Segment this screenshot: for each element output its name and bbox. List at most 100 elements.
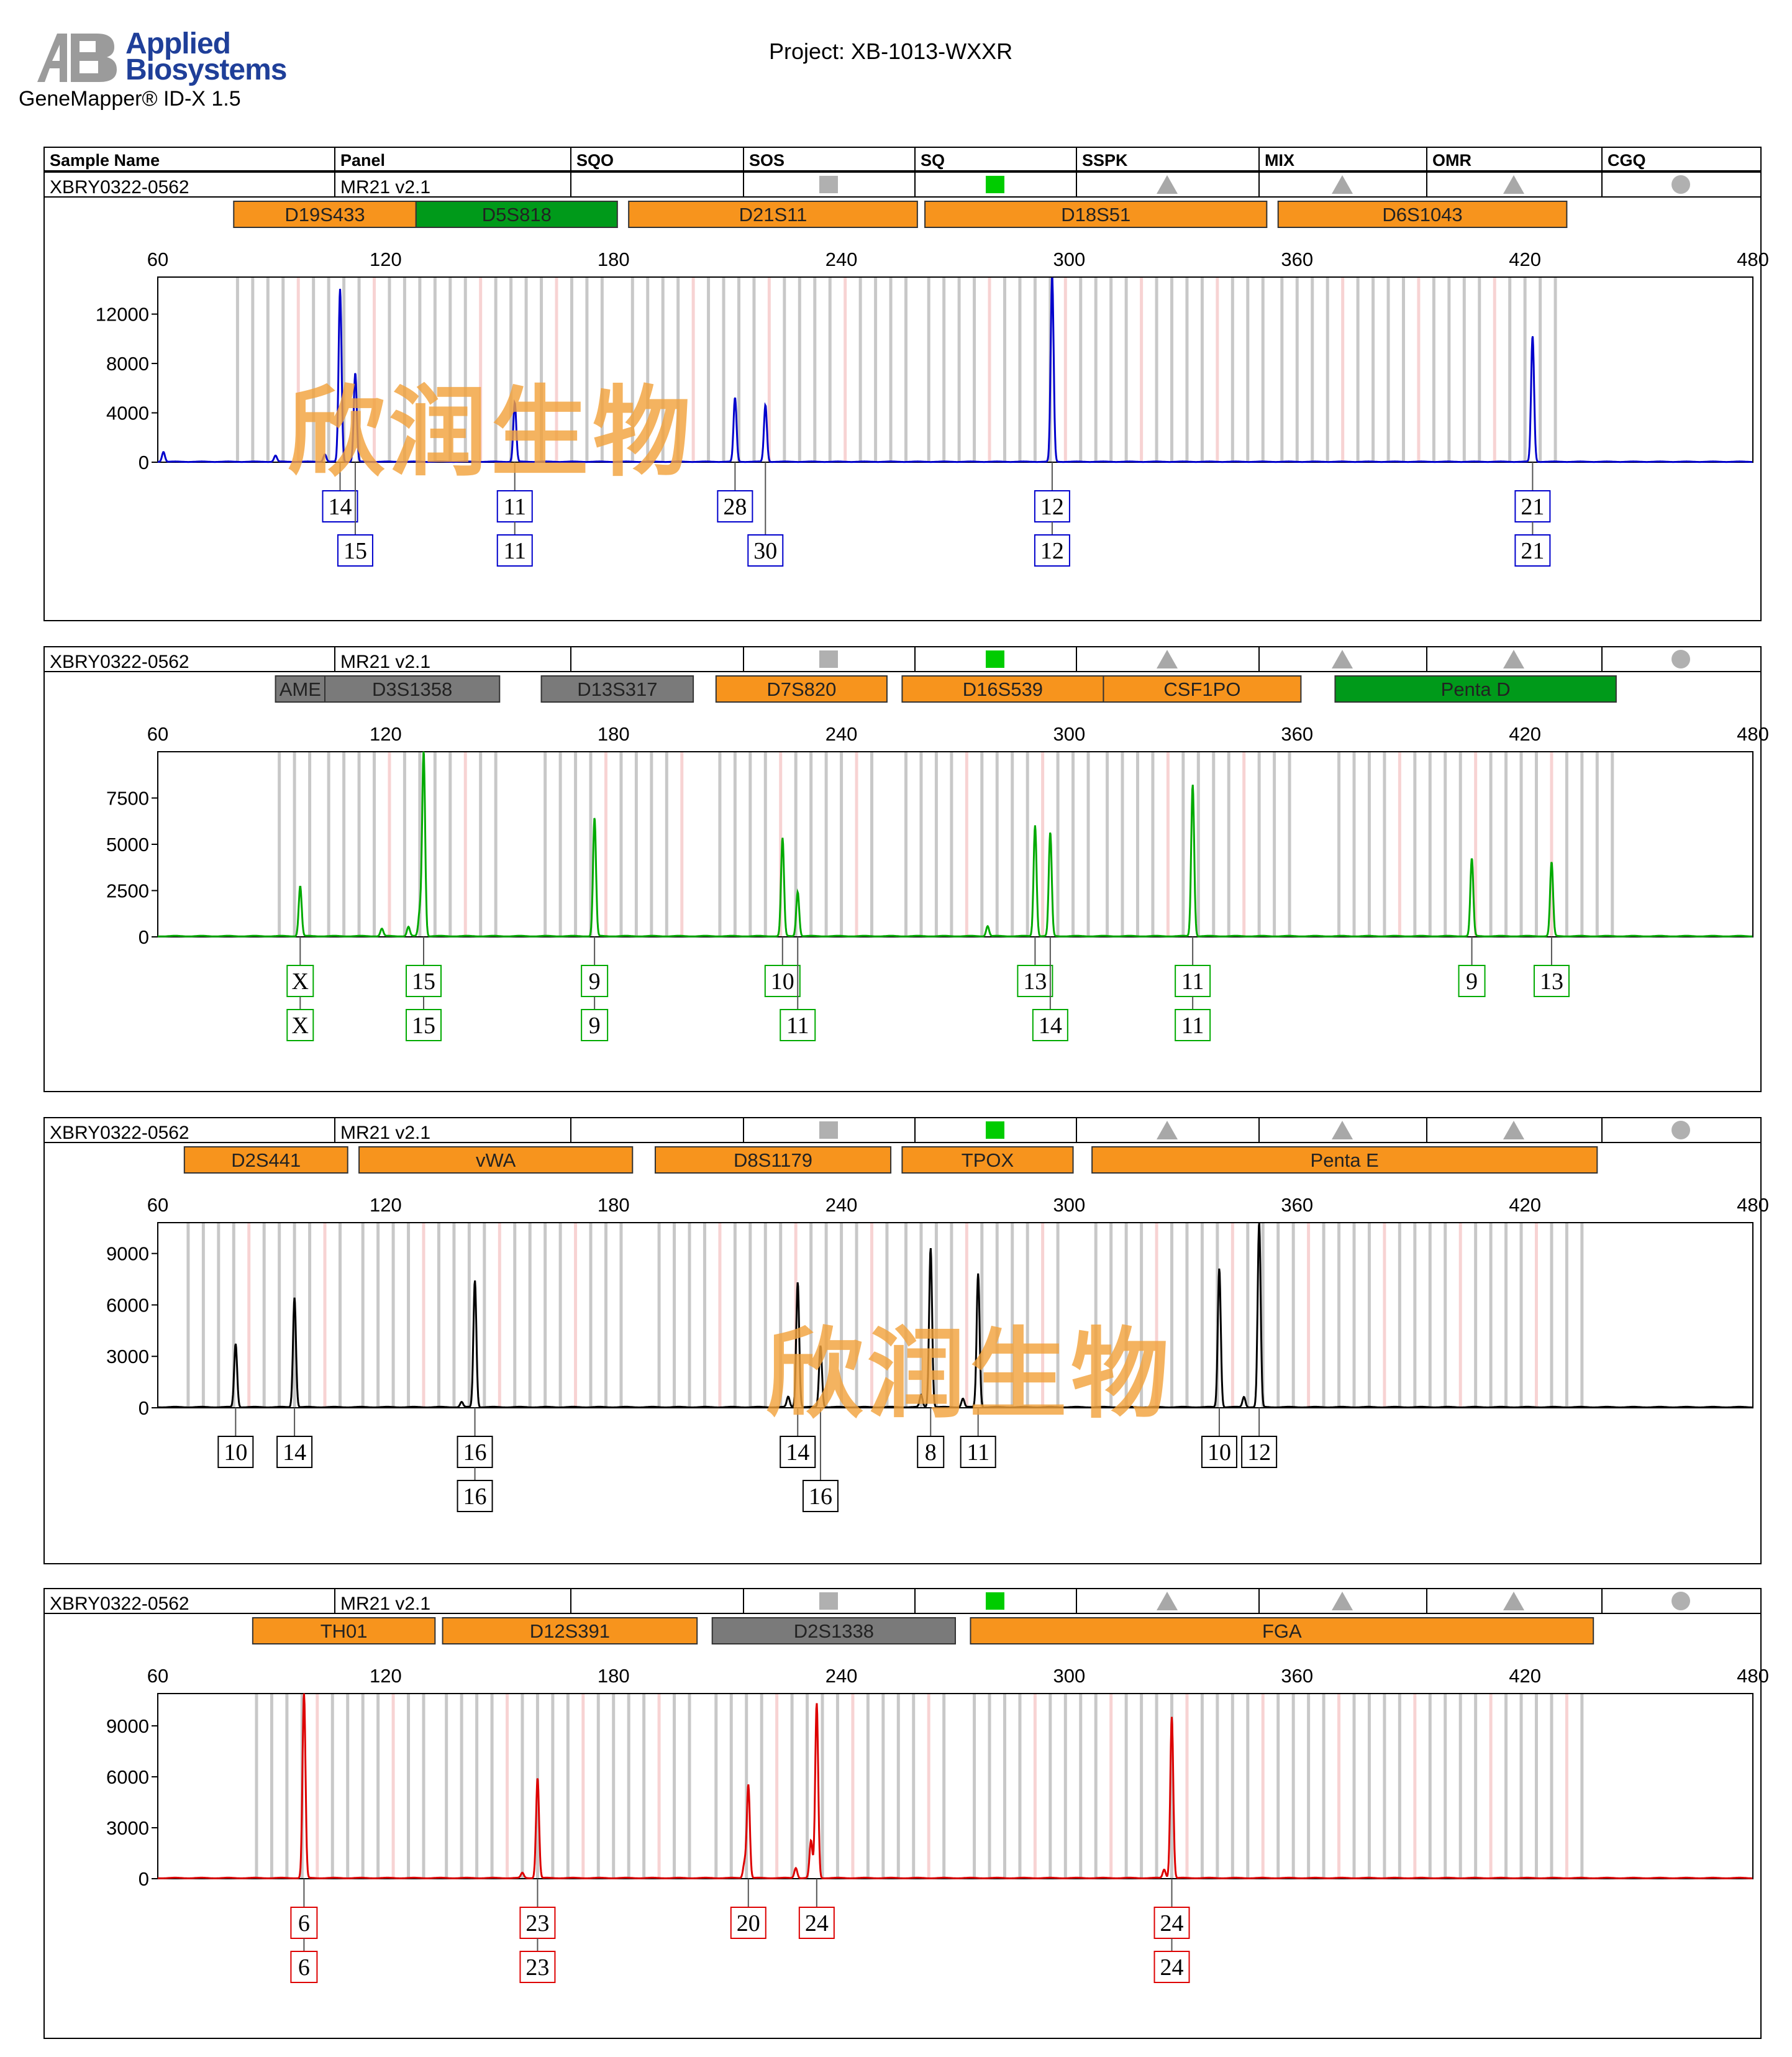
allele-call[interactable]: 11 xyxy=(960,1408,996,1468)
x-tick-label: 480 xyxy=(1737,1194,1769,1216)
locus-label[interactable]: D5S818 xyxy=(415,201,618,228)
y-tick-label: 6000 xyxy=(106,1766,149,1788)
locus-label[interactable]: TPOX xyxy=(901,1146,1074,1174)
locus-label[interactable]: Penta D xyxy=(1334,675,1617,703)
allele-bins xyxy=(186,1223,1584,1408)
allele-call[interactable]: 14 xyxy=(276,1408,313,1468)
allele-call-label: 13 xyxy=(1023,969,1047,995)
y-tick-label: 12000 xyxy=(96,304,149,326)
sample-row[interactable]: XBRY0322-0562 MR21 v2.1 xyxy=(45,647,1760,672)
y-tick-label: 5000 xyxy=(106,834,149,855)
flag-cell-sq xyxy=(914,173,1076,196)
x-tick-label: 180 xyxy=(598,723,630,745)
x-tick-label: 480 xyxy=(1737,249,1769,270)
allele-call[interactable]: 99 xyxy=(581,937,609,1041)
allele-call[interactable]: 11 11 xyxy=(1175,937,1211,1041)
allele-call-label: 15 xyxy=(412,1013,435,1039)
allele-call-label: 12 xyxy=(1040,494,1064,520)
locus-label[interactable]: D19S433 xyxy=(233,201,417,228)
peak-point xyxy=(765,405,766,406)
svg-text:Penta E: Penta E xyxy=(1311,1149,1379,1171)
electropherogram-panel-green: XBRY0322-0562 MR21 v2.1 AME D3S1358 D13S317 D… xyxy=(43,646,1769,1092)
y-tick-label: 0 xyxy=(139,1868,149,1890)
y-tick-label: 9000 xyxy=(106,1243,149,1265)
locus-label[interactable]: vWA xyxy=(358,1146,634,1174)
allele-call[interactable]: 11 11 xyxy=(496,462,533,567)
allele-call[interactable]: 9 xyxy=(1458,937,1486,997)
flag-cell-sspk xyxy=(1076,647,1258,671)
allele-call[interactable]: 24 24 xyxy=(1153,1879,1190,1983)
allele-call[interactable]: 13 xyxy=(1533,937,1570,997)
x-tick-label: 60 xyxy=(147,1665,168,1687)
sample-row[interactable]: XBRY0322-0562 MR21 v2.1 xyxy=(45,1118,1760,1143)
allele-call-label: X xyxy=(292,969,309,995)
svg-text:D19S433: D19S433 xyxy=(284,204,365,226)
allele-call[interactable]: XX xyxy=(286,937,314,1041)
allele-call[interactable]: 12 xyxy=(1241,1408,1278,1468)
allele-call-label: 9 xyxy=(589,969,601,995)
flag-cell-cgq xyxy=(1601,647,1760,671)
x-tick-label: 300 xyxy=(1053,249,1086,270)
locus-label[interactable]: D3S1358 xyxy=(324,675,501,703)
locus-label[interactable]: CSF1PO xyxy=(1103,675,1302,703)
locus-label[interactable]: D8S1179 xyxy=(654,1146,892,1174)
allele-call[interactable]: 66 xyxy=(290,1879,318,1983)
trace-line xyxy=(158,1693,1753,1879)
allele-call[interactable]: 13 14 xyxy=(1017,937,1068,1041)
trace-line xyxy=(158,277,1753,463)
locus-label[interactable]: D7S820 xyxy=(715,675,888,703)
locus-label[interactable]: D18S51 xyxy=(924,201,1268,228)
flag-cell-sq xyxy=(914,647,1076,671)
allele-call[interactable]: 8 xyxy=(917,1408,945,1468)
allele-call[interactable]: 10 xyxy=(1201,1408,1237,1468)
peak-point xyxy=(1163,1869,1165,1871)
locus-label[interactable]: TH01 xyxy=(252,1617,436,1644)
gray-triangle-icon xyxy=(1332,1592,1353,1610)
allele-call[interactable]: 12 12 xyxy=(1034,462,1070,567)
locus-label[interactable]: D12S391 xyxy=(442,1617,698,1644)
sample-row[interactable]: XBRY0322-0562 MR21 v2.1 xyxy=(45,1589,1760,1614)
allele-call[interactable]: 10 11 xyxy=(764,937,816,1041)
locus-label[interactable]: D21S11 xyxy=(628,201,918,228)
allele-call[interactable]: 24 xyxy=(798,1879,835,1939)
locus-label[interactable]: D6S1043 xyxy=(1277,201,1568,228)
electropherogram-chart: D2S441 vWA D8S1179 TPOX Penta E60 120 180 240 30… xyxy=(106,1146,1769,1512)
allele-call-label: 24 xyxy=(1160,1910,1184,1936)
allele-call[interactable]: 21 21 xyxy=(1514,462,1551,567)
svg-text:TPOX: TPOX xyxy=(962,1149,1014,1171)
svg-text:D3S1358: D3S1358 xyxy=(372,678,452,700)
allele-call-label: 9 xyxy=(589,1013,601,1039)
allele-call-label: 20 xyxy=(737,1910,760,1936)
allele-call[interactable]: 23 23 xyxy=(519,1879,556,1983)
allele-call[interactable]: 10 xyxy=(217,1408,254,1468)
locus-label[interactable]: D13S317 xyxy=(540,675,694,703)
y-tick-label: 0 xyxy=(139,452,149,473)
peak-point xyxy=(1171,1717,1173,1718)
flag-cell-sos xyxy=(743,1118,914,1142)
svg-text:AME: AME xyxy=(280,678,321,700)
allele-call[interactable]: 20 xyxy=(730,1879,766,1939)
locus-label[interactable]: D16S539 xyxy=(901,675,1104,703)
allele-call-label: 21 xyxy=(1521,494,1544,520)
locus-label[interactable]: AME xyxy=(275,675,326,703)
column-cgq: CGQ xyxy=(1601,148,1760,170)
locus-label[interactable]: D2S1338 xyxy=(711,1617,956,1644)
sample-row[interactable]: XBRY0322-0562 MR21 v2.1 xyxy=(45,173,1760,198)
flag-cell-sqo xyxy=(570,647,743,671)
flag-cell-sspk xyxy=(1076,1589,1258,1613)
locus-label[interactable]: D2S441 xyxy=(183,1146,348,1174)
locus-label[interactable]: FGA xyxy=(970,1617,1594,1644)
locus-label[interactable]: Penta E xyxy=(1091,1146,1598,1174)
peak-point xyxy=(1532,335,1533,337)
green-square-icon xyxy=(986,650,1004,668)
allele-call[interactable]: 14 15 xyxy=(322,462,373,567)
gray-triangle-icon xyxy=(1332,1121,1353,1139)
flag-cell-sq xyxy=(914,1118,1076,1142)
svg-text:D12S391: D12S391 xyxy=(530,1620,610,1642)
